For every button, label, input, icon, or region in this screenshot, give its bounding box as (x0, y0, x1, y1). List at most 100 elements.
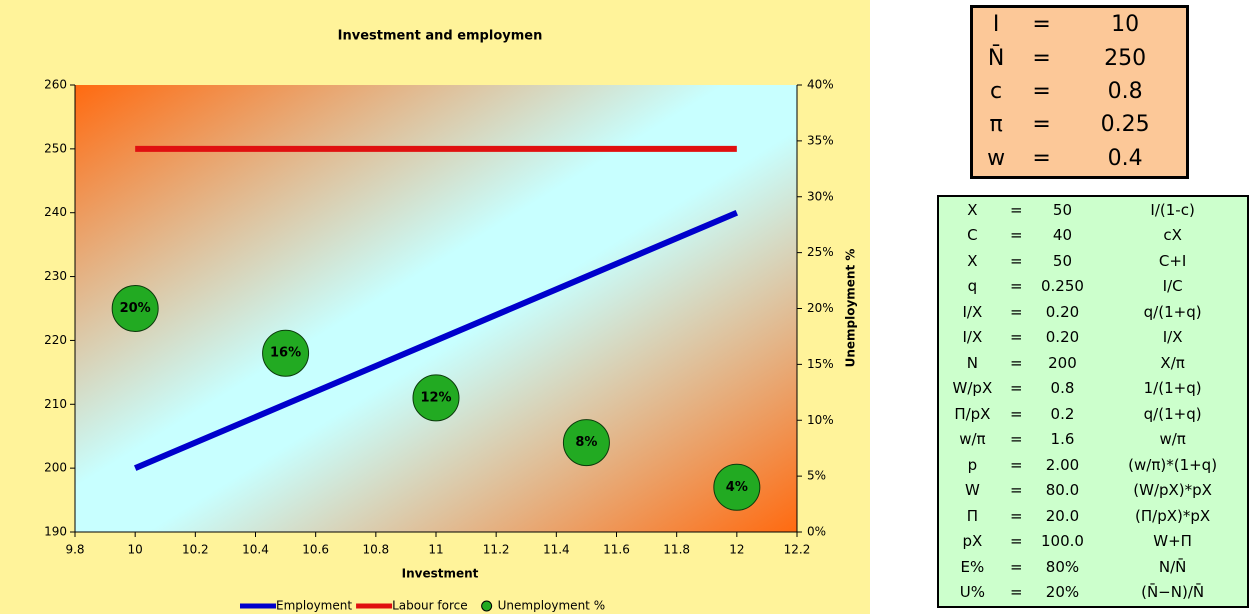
table-cell: X/π (1160, 353, 1185, 372)
table-cell: (N̄−N)/N̄ (1141, 583, 1205, 602)
table-cell: 20% (1045, 583, 1080, 602)
y-tick-label: 230 (44, 269, 67, 283)
table-cell: = (1032, 78, 1051, 104)
y2-tick-label: 0% (807, 525, 826, 539)
y-tick-label: 240 (44, 205, 67, 219)
table-cell: = (1032, 112, 1051, 138)
table-cell: 100.0 (1040, 532, 1084, 551)
data-label: 16% (270, 346, 301, 361)
marker (262, 329, 310, 377)
chart-title: Investment and employmen (338, 29, 543, 44)
table-cell: w (987, 145, 1006, 171)
x-tick-label: 10.6 (302, 543, 329, 557)
table-cell: 50 (1052, 251, 1073, 270)
marker (412, 374, 460, 422)
x-tick-label: 11.2 (483, 543, 510, 557)
table-cell: = (1009, 455, 1023, 474)
table-cell: c (990, 78, 1003, 104)
table-cell: π (989, 112, 1003, 138)
x-tick-label: 9.8 (65, 543, 84, 557)
table-cell: = (1009, 353, 1023, 372)
table-cell: 0.250 (1040, 277, 1084, 296)
table-cell: 80% (1045, 557, 1080, 576)
table-row: w = 0.4 (972, 142, 1188, 178)
x-tick-label: 10.4 (242, 543, 269, 557)
x-tick-label: 10.8 (362, 543, 389, 557)
x-tick-label: 11 (428, 543, 443, 557)
x-axis-label: Investment (402, 567, 479, 581)
table-cell: 40 (1052, 226, 1073, 245)
table-row: C = 40 cX (938, 223, 1248, 248)
data-label: 8% (575, 435, 597, 450)
legend-swatch (481, 600, 493, 612)
table-cell: N (966, 353, 978, 372)
table-cell: = (1009, 277, 1023, 296)
table-cell: = (1032, 12, 1051, 38)
table-cell: = (1009, 583, 1023, 602)
table-cell: = (1009, 251, 1023, 270)
plot-area (75, 85, 797, 532)
table-cell: = (1009, 302, 1023, 321)
table-row: X = 50 C+I (938, 249, 1248, 274)
table-cell: = (1009, 430, 1023, 449)
table-row: I = 10 (972, 7, 1188, 43)
table-cell: Π/pX (954, 404, 991, 423)
table-cell: N̄ (987, 45, 1005, 71)
y2-tick-label: 25% (807, 245, 834, 259)
x-tick-label: 11.4 (543, 543, 570, 557)
table-cell: (Π/pX)*pX (1135, 506, 1211, 525)
table-cell: = (1009, 481, 1023, 500)
table-cell: 1/(1+q) (1143, 379, 1202, 398)
table-row: c = 0.8 (972, 75, 1188, 108)
table-row: Π/pX = 0.2 q/(1+q) (938, 401, 1248, 426)
table-cell: w/π (959, 430, 986, 449)
table-cell: I/(1-c) (1150, 200, 1195, 219)
x-tick-label: 11.6 (603, 543, 630, 557)
table-cell: W+Π (1153, 532, 1192, 551)
table-cell: q (967, 277, 978, 296)
data-label: 12% (420, 390, 451, 405)
table-row: N = 200 X/π (938, 351, 1248, 376)
table-cell: = (1009, 226, 1023, 245)
table-cell: I/C (1162, 277, 1183, 296)
x-tick-label: 12 (729, 543, 744, 557)
table-cell: (w/π)*(1+q) (1128, 455, 1218, 474)
marker (562, 419, 610, 467)
table-row: W/pX = 0.8 1/(1+q) (938, 376, 1248, 401)
x-tick-label: 12.2 (784, 543, 811, 557)
table-cell: = (1032, 145, 1051, 171)
table-cell: cX (1163, 226, 1182, 245)
table-cell: = (1009, 532, 1023, 551)
table-cell: = (1009, 328, 1023, 347)
table-row: I/X = 0.20 I/X (938, 325, 1248, 350)
series-line (133, 209, 739, 471)
table-cell: 1.6 (1050, 430, 1075, 449)
y2-tick-label: 10% (807, 413, 834, 427)
y-tick-label: 190 (44, 525, 67, 539)
table-row: W = 80.0 (W/pX)*pX (938, 478, 1248, 503)
data-label: 4% (726, 480, 748, 495)
table-cell: = (1009, 557, 1023, 576)
y2-tick-label: 40% (807, 78, 834, 92)
data-label: 20% (120, 301, 151, 316)
table-cell: 80.0 (1045, 481, 1080, 500)
legend-label: Labour force (392, 599, 468, 613)
chart: Investment and employmen Investment Unem… (0, 0, 870, 614)
table-row: q = 0.250 I/C (938, 274, 1248, 299)
y-tick-label: 250 (44, 141, 67, 155)
table-cell: 250 (1104, 45, 1147, 71)
y2-tick-label: 30% (807, 189, 834, 203)
table-row: E% = 80% N/N̄ (938, 554, 1248, 579)
y-tick-label: 260 (44, 78, 67, 92)
table-cell: 0.20 (1045, 328, 1080, 347)
table-row: pX = 100.0 W+Π (938, 529, 1248, 554)
table-cell: I/X (1162, 328, 1183, 347)
x-tick-label: 10.2 (182, 543, 209, 557)
table-cell: 200 (1048, 353, 1077, 372)
table-row: I/X = 0.20 q/(1+q) (938, 300, 1248, 325)
table-cell: 0.20 (1045, 302, 1080, 321)
table-cell: q/(1+q) (1143, 404, 1202, 423)
table-cell: = (1009, 379, 1023, 398)
table-cell: = (1032, 45, 1051, 71)
